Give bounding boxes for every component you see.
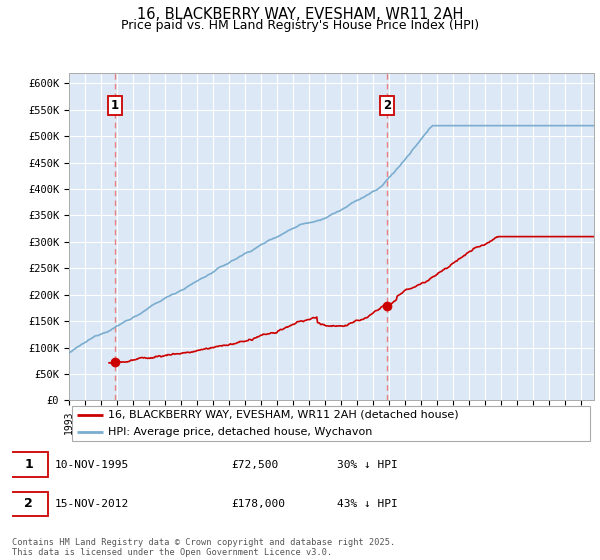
Text: 16, BLACKBERRY WAY, EVESHAM, WR11 2AH: 16, BLACKBERRY WAY, EVESHAM, WR11 2AH bbox=[137, 7, 463, 22]
Text: 16, BLACKBERRY WAY, EVESHAM, WR11 2AH (detached house): 16, BLACKBERRY WAY, EVESHAM, WR11 2AH (d… bbox=[109, 410, 459, 420]
Text: 10-NOV-1995: 10-NOV-1995 bbox=[55, 460, 130, 470]
Text: £178,000: £178,000 bbox=[231, 499, 285, 509]
Text: 2: 2 bbox=[25, 497, 33, 511]
Text: 30% ↓ HPI: 30% ↓ HPI bbox=[337, 460, 398, 470]
Text: £72,500: £72,500 bbox=[231, 460, 278, 470]
FancyBboxPatch shape bbox=[9, 452, 48, 477]
Text: 1: 1 bbox=[111, 99, 119, 112]
Text: Contains HM Land Registry data © Crown copyright and database right 2025.
This d: Contains HM Land Registry data © Crown c… bbox=[12, 538, 395, 557]
Text: HPI: Average price, detached house, Wychavon: HPI: Average price, detached house, Wych… bbox=[109, 427, 373, 437]
Text: 43% ↓ HPI: 43% ↓ HPI bbox=[337, 499, 398, 509]
Text: 1: 1 bbox=[25, 458, 33, 471]
Text: 2: 2 bbox=[383, 99, 391, 112]
Text: 15-NOV-2012: 15-NOV-2012 bbox=[55, 499, 130, 509]
FancyBboxPatch shape bbox=[9, 492, 48, 516]
Text: Price paid vs. HM Land Registry's House Price Index (HPI): Price paid vs. HM Land Registry's House … bbox=[121, 19, 479, 32]
FancyBboxPatch shape bbox=[71, 406, 590, 441]
